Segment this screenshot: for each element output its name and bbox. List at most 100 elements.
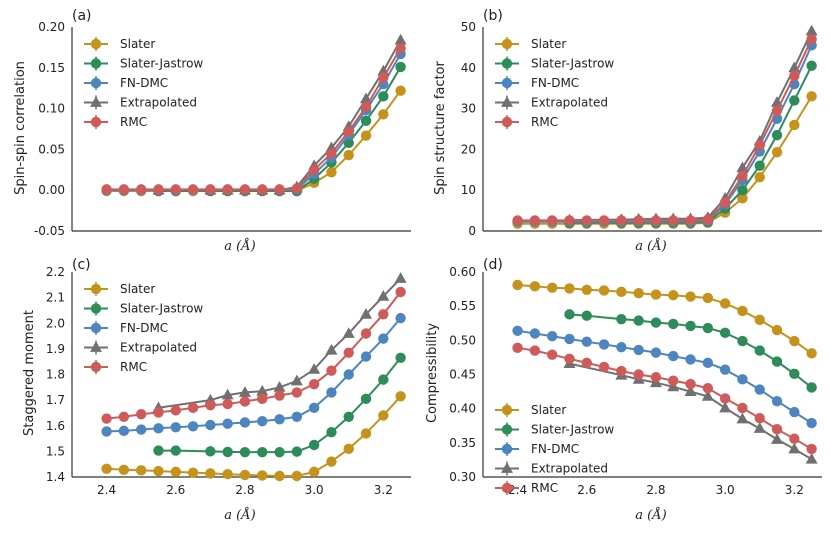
data-point: [239, 417, 251, 428]
data-point: [529, 328, 541, 339]
panel-d-ytick-label: 0.50: [449, 333, 476, 347]
panel-c-xtick-label: 2.8: [235, 483, 254, 497]
data-point: [170, 405, 181, 416]
data-point: [257, 470, 268, 481]
data-point: [789, 433, 800, 444]
data-point: [789, 368, 800, 380]
data-point: [805, 452, 818, 464]
panel-c-ytick-label: 1.5: [46, 444, 65, 458]
data-point: [685, 320, 696, 332]
data-point: [101, 426, 112, 437]
series-slater: [512, 279, 817, 359]
data-point: [291, 183, 303, 194]
panel-d-xtick-label: 3.2: [785, 483, 804, 497]
panel-a-ytick-label: 0.10: [38, 102, 65, 116]
panel-c-ytick-label: 1.7: [46, 393, 65, 407]
legend-label: Extrapolated: [120, 96, 197, 110]
data-point: [135, 184, 147, 195]
legend-marker: [90, 303, 102, 314]
data-point: [395, 391, 406, 402]
data-point: [101, 413, 112, 424]
series-slater-jastrow: [564, 60, 817, 229]
series-rmc: [512, 34, 817, 226]
data-point: [153, 423, 164, 434]
legend-label: Slater-Jastrow: [531, 423, 614, 437]
data-point: [378, 309, 389, 320]
data-point: [789, 119, 800, 131]
panel-c-xtick-label: 2.4: [97, 483, 116, 497]
data-point: [395, 312, 406, 324]
data-point: [771, 105, 783, 116]
data-point: [737, 305, 748, 317]
data-point: [378, 72, 389, 83]
legend-label: RMC: [120, 115, 147, 129]
legend-item-slater-jastrow: Slater-Jastrow: [84, 301, 203, 316]
data-point: [378, 109, 389, 120]
data-point: [187, 184, 199, 195]
legend-item-slater: Slater: [84, 37, 155, 51]
data-point: [326, 167, 337, 178]
panel-a-ylabel: Spin-spin correlation: [13, 61, 28, 195]
data-point: [326, 365, 337, 376]
legend-item-extrapolated: Extrapolated: [495, 95, 608, 110]
data-point: [153, 184, 164, 195]
data-point: [754, 413, 765, 424]
data-point: [118, 411, 130, 422]
data-point: [754, 171, 765, 183]
data-point: [598, 339, 610, 350]
data-point: [187, 467, 199, 478]
panel-c-xtick-label: 2.6: [166, 483, 185, 497]
legend-marker: [501, 38, 513, 50]
legend-item-slater-jastrow: Slater-Jastrow: [495, 422, 614, 437]
data-point: [378, 333, 389, 344]
panel-b-xlabel: a (Å): [635, 238, 666, 254]
data-point: [736, 412, 749, 424]
data-point: [806, 34, 817, 45]
data-point: [153, 445, 164, 456]
legend-label: Slater: [531, 403, 566, 417]
data-point: [153, 407, 164, 418]
legend-item-slater: Slater: [495, 403, 566, 417]
data-point: [771, 129, 783, 141]
data-point: [684, 385, 697, 396]
data-point: [205, 400, 216, 411]
series-line-slater: [517, 284, 813, 355]
panel-b-ytick-label: 40: [461, 61, 476, 75]
series-fn-dmc: [512, 325, 817, 429]
data-point: [701, 390, 714, 401]
data-point: [273, 381, 286, 392]
panel-d-ytick-label: 0.60: [449, 265, 476, 279]
data-point: [394, 33, 407, 45]
legend-marker: [501, 482, 513, 494]
data-point: [702, 292, 714, 304]
data-point: [789, 95, 800, 106]
series-slater: [101, 391, 406, 482]
panel-c: (c) Staggered moment a (Å) 1.4 1.5 1.6 1.7 1…: [22, 257, 411, 523]
data-point: [326, 426, 337, 438]
data-point: [239, 396, 251, 407]
data-point: [737, 402, 748, 414]
data-point: [771, 356, 783, 367]
data-point: [546, 331, 558, 342]
data-point: [737, 374, 748, 385]
data-point: [564, 215, 575, 226]
data-point: [274, 184, 285, 195]
data-point: [754, 140, 765, 151]
data-point: [806, 417, 817, 429]
data-point: [290, 374, 303, 386]
panel-d-xtick-label: 2.6: [577, 483, 596, 497]
data-point: [394, 272, 407, 283]
data-point: [668, 375, 679, 386]
panel-a-ytick-label: 0.20: [38, 20, 65, 34]
data-point: [360, 393, 372, 405]
panel-d-ytick-label: 0.40: [449, 402, 476, 416]
series-rmc: [101, 43, 406, 195]
data-point: [101, 463, 112, 474]
legend-label: Slater-Jastrow: [120, 57, 203, 71]
legend-item-slater-jastrow: Slater-Jastrow: [84, 56, 203, 71]
data-point: [395, 85, 406, 96]
data-point: [343, 137, 354, 149]
data-point: [633, 215, 644, 226]
panel-b-ytick-label: 10: [461, 183, 476, 197]
legend-marker: [90, 38, 102, 50]
